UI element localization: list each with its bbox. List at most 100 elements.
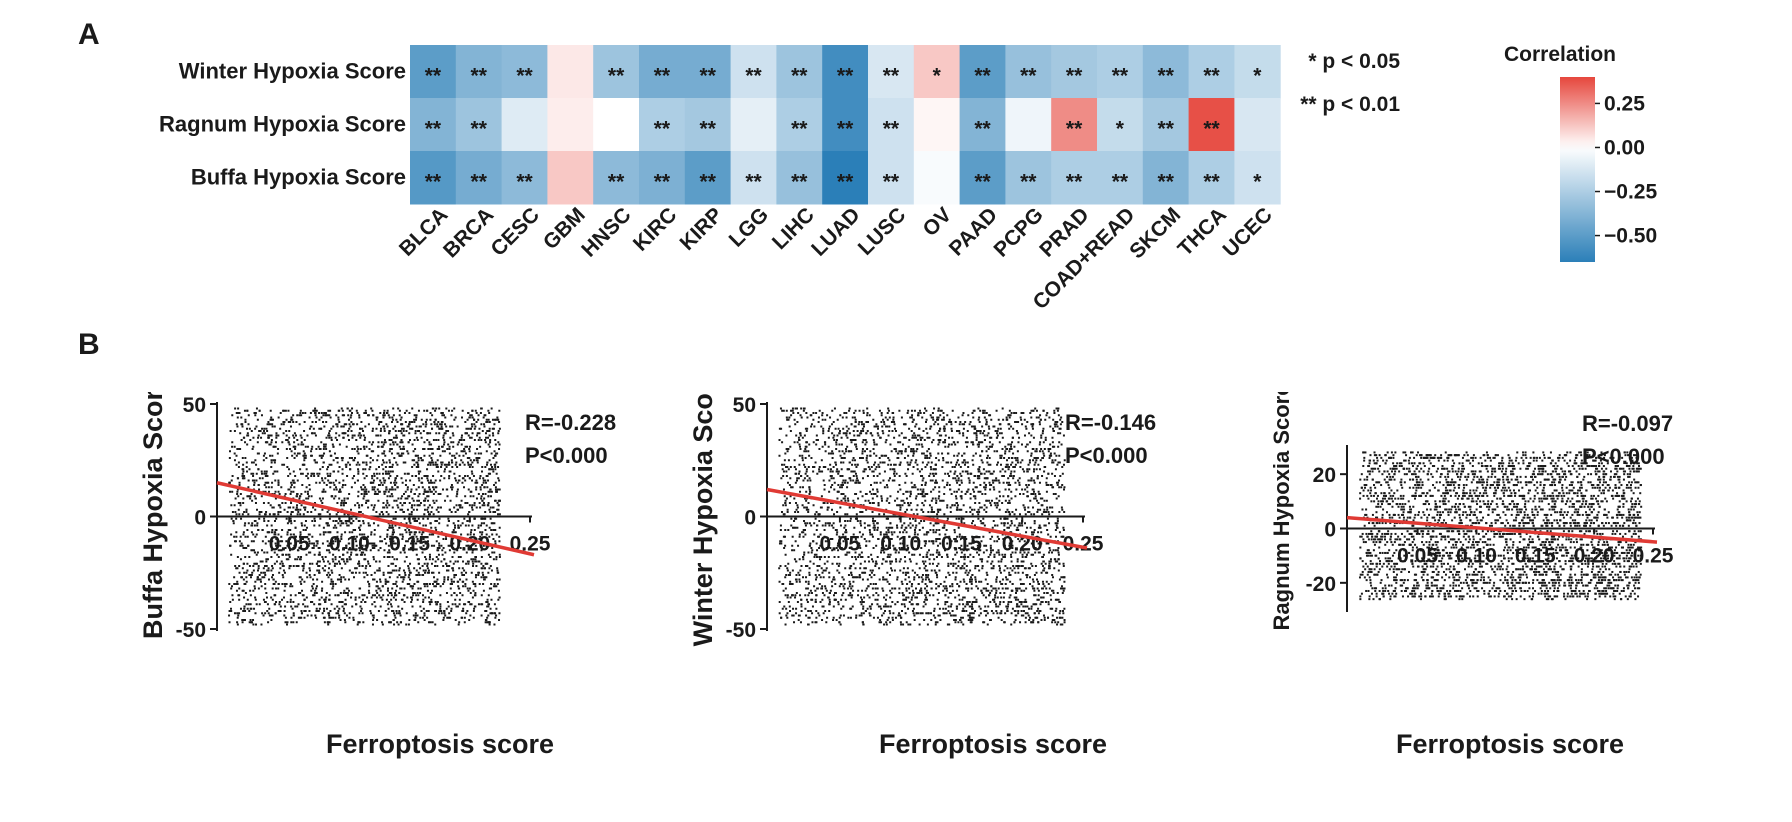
heatmap-cell: [455, 151, 503, 205]
scatter-point: [484, 529, 487, 531]
scatter-point: [241, 567, 244, 570]
significance-note-double: ** p < 0.01: [1300, 93, 1400, 116]
scatter-point: [261, 477, 264, 480]
scatter-point: [1036, 610, 1039, 612]
scatter-point: [305, 497, 308, 500]
scatter-point: [1060, 486, 1063, 489]
scatter-point: [342, 610, 345, 612]
scatter-point: [252, 569, 255, 572]
scatter-point: [407, 441, 410, 444]
scatter-point: [399, 502, 402, 504]
scatter-point: [236, 493, 239, 495]
scatter-point: [882, 578, 885, 581]
scatter-point: [452, 547, 455, 549]
colorbar-tick-label: −0.25: [1604, 181, 1657, 204]
scatter-point: [1053, 452, 1056, 455]
scatter-point: [859, 601, 862, 603]
scatter-point: [318, 569, 321, 572]
scatter-point: [823, 556, 826, 558]
scatter-point: [832, 576, 835, 579]
scatter-point: [468, 466, 471, 468]
scatter-point: [481, 517, 484, 520]
scatter-point: [823, 594, 826, 597]
scatter-point: [481, 499, 484, 502]
scatter-point: [928, 594, 931, 597]
scatter-point: [848, 409, 851, 412]
scatter-point: [253, 551, 256, 554]
scatter-point: [242, 619, 245, 621]
scatter-point: [333, 488, 336, 491]
scatter-point: [873, 574, 876, 576]
scatter-point: [1030, 605, 1033, 608]
scatter-point: [271, 481, 274, 484]
scatter-point: [951, 610, 954, 612]
scatter-point: [971, 607, 974, 610]
scatter-point: [405, 556, 408, 558]
scatter-point: [885, 484, 888, 486]
scatter-point: [388, 459, 391, 462]
scatter-point: [1038, 423, 1041, 426]
scatter-point: [395, 612, 398, 615]
scatter-point: [264, 587, 267, 590]
scatter-point: [958, 508, 961, 511]
scatter-point: [412, 499, 415, 502]
scatter-point: [316, 569, 319, 572]
scatter-point: [870, 466, 873, 468]
scatter-point: [235, 589, 238, 592]
scatter-point: [428, 583, 431, 585]
scatter-point: [318, 412, 321, 414]
scatter-point: [467, 589, 470, 592]
scatter-point: [231, 475, 234, 477]
scatter-point: [796, 526, 799, 529]
scatter-point: [852, 457, 855, 459]
scatter-point: [347, 414, 350, 417]
scatter-point: [783, 459, 786, 462]
scatter-point: [446, 524, 449, 527]
scatter-point: [484, 441, 487, 444]
scatter-point: [1053, 423, 1056, 426]
scatter-point: [292, 506, 295, 509]
scatter-point: [871, 587, 874, 590]
scatter-point: [498, 427, 501, 430]
scatter-point: [889, 621, 892, 624]
scatter-point: [303, 430, 306, 432]
scatter-point: [299, 580, 302, 583]
scatter-point: [382, 414, 385, 417]
scatter-point: [438, 517, 441, 520]
scatter-point: [985, 596, 988, 599]
scatter-point: [430, 526, 433, 529]
scatter-point: [430, 601, 433, 603]
scatter-point: [332, 481, 335, 484]
significance-mark: **: [471, 118, 488, 141]
scatter-point: [314, 434, 317, 437]
scatter-point: [823, 535, 826, 538]
scatter-point: [230, 479, 233, 482]
scatter-point: [846, 497, 849, 500]
scatter-point: [914, 526, 917, 529]
scatter-point: [300, 436, 303, 439]
scatter-point: [1006, 526, 1009, 529]
scatter-point: [1058, 454, 1061, 457]
scatter-point: [889, 443, 892, 446]
scatter-point: [938, 607, 941, 610]
scatter-point: [314, 409, 317, 412]
scatter-point: [346, 497, 349, 500]
scatter-point: [379, 427, 382, 430]
scatter-point: [290, 416, 293, 419]
scatter-point: [450, 441, 453, 444]
scatter-point: [798, 533, 801, 536]
scatter-point: [338, 497, 341, 500]
scatter-point: [480, 522, 483, 525]
scatter-point: [913, 432, 916, 435]
scatter-point: [969, 497, 972, 500]
scatter-point: [374, 605, 377, 608]
scatter-point: [384, 466, 387, 468]
scatter-point: [1016, 589, 1019, 592]
scatter-point: [440, 425, 443, 428]
scatter-point: [984, 486, 987, 489]
panel-a-letter: A: [78, 18, 100, 51]
scatter-point: [851, 439, 854, 441]
scatter-point: [394, 542, 397, 545]
scatter-point: [936, 576, 939, 579]
scatter-point: [381, 484, 384, 486]
